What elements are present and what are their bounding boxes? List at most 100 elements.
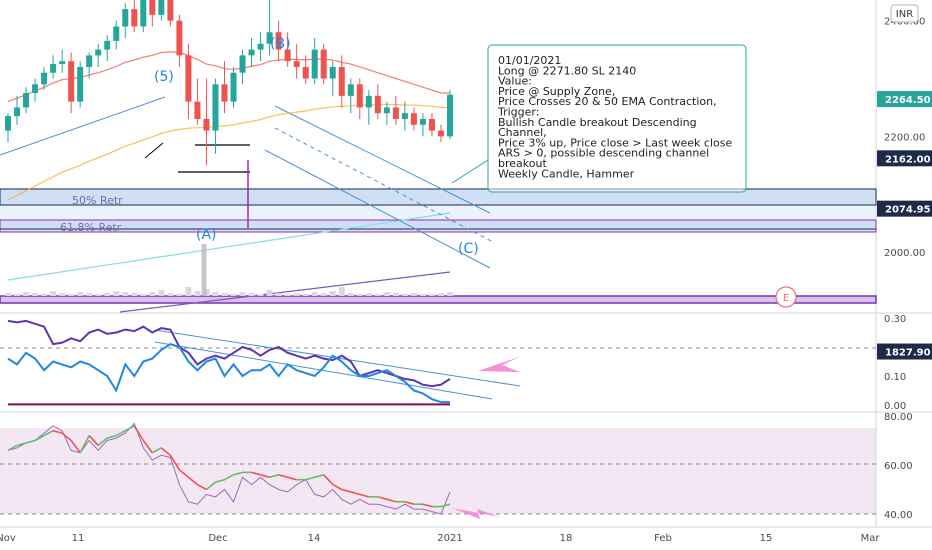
trade-note-line: Price Crosses 20 & 50 EMA Contraction,	[498, 95, 717, 108]
candle-body	[320, 49, 327, 79]
candle-body	[356, 84, 363, 108]
candle-body	[293, 61, 300, 67]
candle-body	[284, 49, 291, 62]
trade-note-box[interactable]	[487, 44, 747, 193]
time-tick: Mar	[861, 533, 881, 544]
trade-note-line: Price 3% up, Price close > Last week clo…	[498, 136, 732, 149]
indicator-1-line-2	[7, 343, 450, 404]
indicator-2-smooth-segment	[107, 434, 117, 439]
volume-bar	[113, 291, 120, 296]
indicator-2-smooth-segment	[278, 474, 288, 479]
currency-badge[interactable]	[890, 4, 919, 23]
price-level-badge	[877, 343, 932, 360]
rsi-arrow	[452, 508, 500, 519]
candle-body	[5, 116, 11, 131]
volume-bar	[338, 287, 345, 296]
time-tick: Nov	[0, 533, 16, 544]
price-tick: 2200.00	[884, 132, 925, 143]
time-tick: 14	[308, 533, 321, 544]
candle-body	[239, 55, 246, 73]
candle-body	[338, 66, 345, 96]
indicator-2-smooth-segment	[124, 425, 135, 432]
indicator-2-smooth-segment	[187, 476, 198, 486]
candle-body	[167, 0, 174, 21]
candle-body	[104, 40, 111, 50]
price-level-value: 2162.00	[885, 154, 931, 165]
volume-bar	[410, 293, 417, 296]
candle-body	[149, 0, 156, 15]
ind-channel-lower	[154, 341, 493, 400]
ind-arrow	[478, 356, 522, 372]
candle-body	[203, 118, 210, 131]
time-tick: Dec	[208, 533, 227, 544]
indicator-2-smooth-segment	[79, 435, 90, 454]
volume-bar	[248, 293, 255, 296]
indicator-2-smooth-segment	[314, 474, 324, 479]
indicator-2-smooth-segment	[142, 440, 153, 454]
candle-body	[419, 118, 426, 125]
volume-bar	[221, 293, 228, 296]
indicator-2-series	[7, 422, 451, 515]
indicator-2-smooth-segment	[386, 498, 397, 503]
event-marker[interactable]	[775, 286, 797, 308]
price-level-value: 1827.90	[885, 348, 931, 359]
volume-bar	[176, 294, 183, 296]
indicator-1-tick: 0.00	[884, 401, 906, 412]
candle-body	[230, 72, 237, 102]
price-tick: 2000.00	[884, 248, 925, 259]
indicator-2-smooth-segment	[233, 471, 243, 476]
indicator-2-smooth-segment	[359, 493, 370, 498]
volume-bar	[194, 291, 201, 296]
price-level-badge	[877, 91, 932, 108]
indicator-2-smooth-segment	[287, 476, 297, 481]
indicator-2-smooth-segment	[169, 454, 181, 471]
candle-body	[383, 107, 390, 114]
candle-body	[365, 95, 372, 108]
candle-body	[68, 61, 75, 102]
trade-note-line: Bullish Candle breakout Descending	[498, 116, 697, 129]
trade-note-line: Channel,	[498, 126, 547, 139]
price-level-badge	[877, 200, 932, 217]
volume-bar	[275, 293, 282, 296]
volume-bar	[284, 294, 291, 296]
desc-channel-upper	[274, 105, 491, 214]
candle-body	[14, 107, 21, 117]
volume-bar	[122, 292, 129, 296]
trade-note-line: Long @ 2271.80 SL 2140	[498, 64, 636, 77]
volume-bar	[320, 293, 327, 296]
volume-bar	[365, 293, 372, 296]
time-axis[interactable]: Nov 11 Dec 14 2021 18 Feb 15 Mar	[0, 533, 880, 544]
candle-body	[77, 66, 84, 102]
indicator-2-smooth-segment	[404, 500, 415, 505]
indicator-2-smooth-segment	[52, 429, 63, 434]
volume-bar	[419, 294, 426, 296]
candle-body	[194, 101, 201, 119]
wave5-upper-trend-line	[0, 96, 166, 156]
candle-body	[266, 32, 273, 44]
volume-bar	[447, 292, 453, 296]
candle-body	[329, 66, 336, 79]
indicator-2-smooth-segment	[7, 444, 18, 452]
zone-618-retr	[0, 219, 877, 233]
volume-bar	[50, 291, 57, 296]
candle-body	[23, 92, 30, 108]
candle-body	[257, 43, 264, 50]
long-trend-line-cyan	[7, 212, 451, 281]
zone-1827	[0, 295, 877, 304]
price-level-badge	[877, 150, 932, 167]
indicator-2-smooth-segment	[332, 483, 343, 491]
wave-label-a: (A)	[196, 227, 217, 243]
volume-bar	[266, 290, 273, 296]
candle-body	[95, 49, 102, 56]
volume-bar	[392, 293, 399, 296]
candle-body	[158, 0, 165, 15]
volume-bar	[77, 292, 84, 296]
candle-body	[185, 55, 192, 102]
indicator-2-smooth-segment	[269, 474, 279, 479]
indicator-1-tick: 0.30	[884, 314, 906, 325]
indicator-2-smooth-segment	[160, 447, 171, 456]
retr-50-label: 50% Retr	[72, 194, 123, 207]
indicator-2-smooth-segment	[251, 471, 261, 476]
indicator-2-smooth-segment	[215, 478, 225, 483]
volume-bar	[140, 294, 147, 296]
